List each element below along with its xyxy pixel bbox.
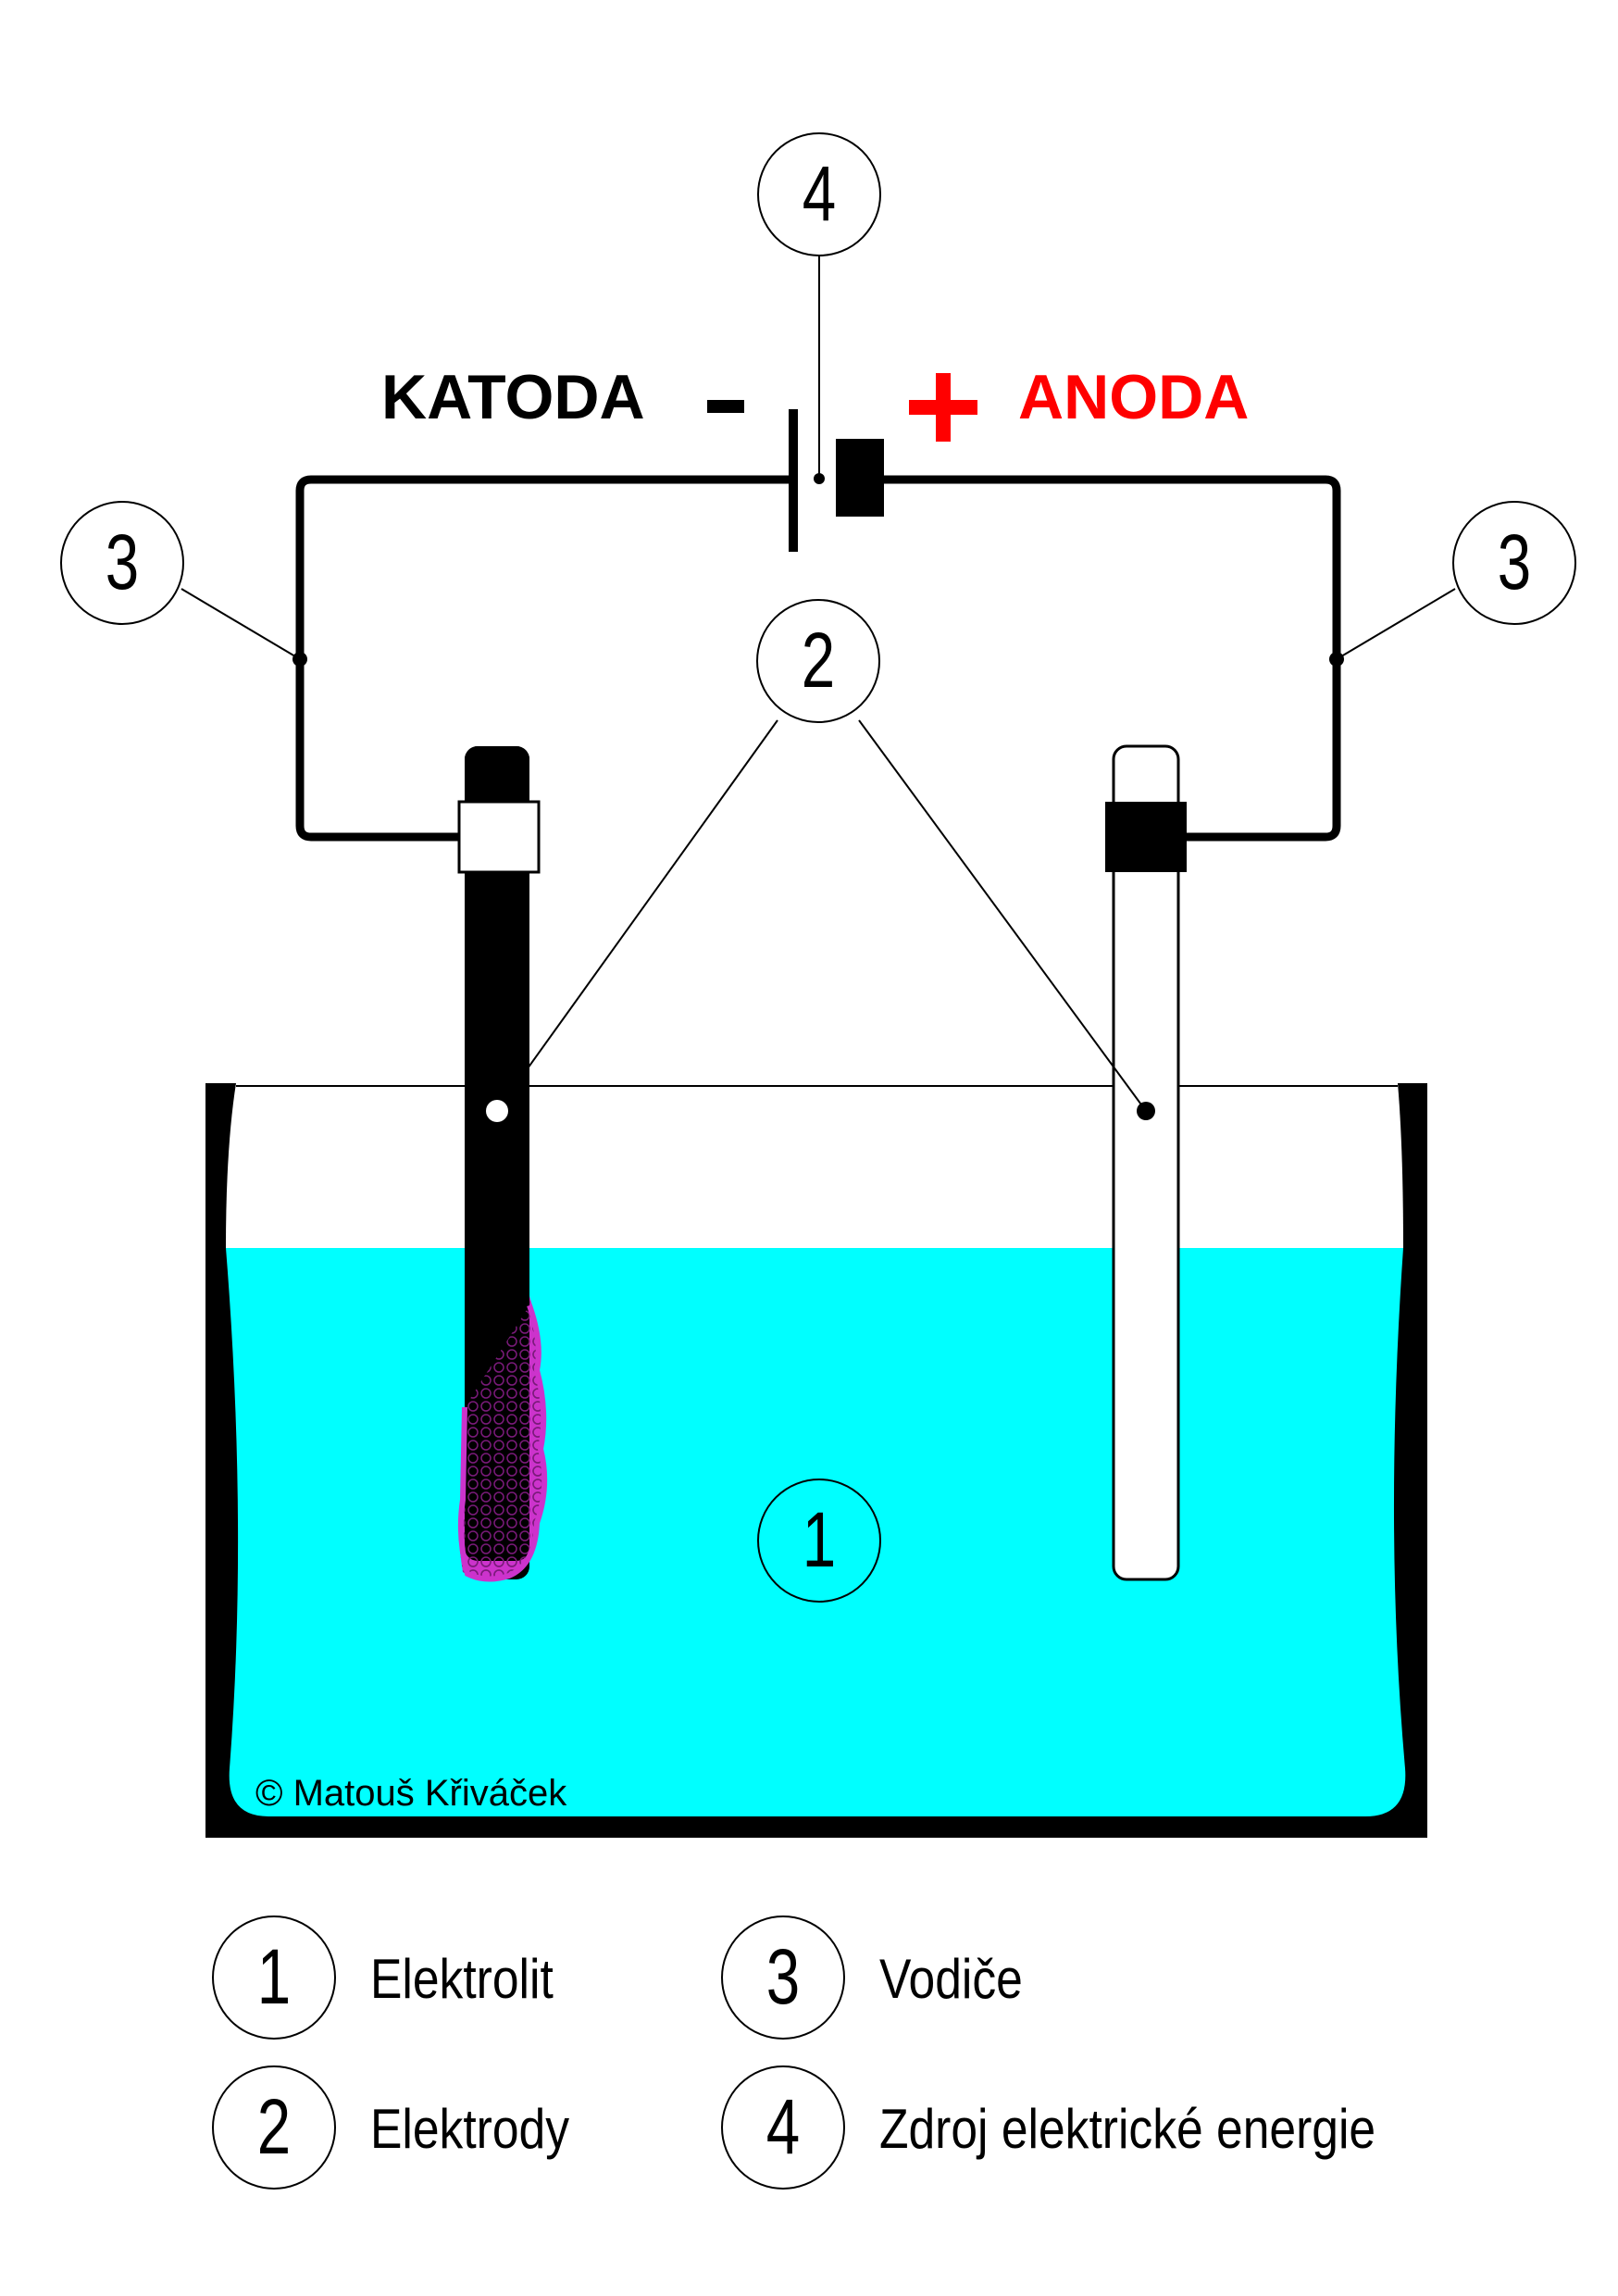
dot-source (814, 473, 825, 484)
callout-3-left: 3 (60, 501, 184, 625)
cathode-electrode (457, 746, 548, 1582)
battery-negative-plate (789, 409, 798, 552)
dot-wire-left (292, 652, 307, 667)
anode-rod (1112, 744, 1180, 1581)
anode-electrode (1105, 744, 1187, 1581)
callout-4: 4 (757, 132, 881, 256)
cathode-clamp (457, 800, 541, 874)
legend-text: Elektrolit (370, 1947, 554, 2010)
battery (789, 409, 884, 552)
leader-lines (180, 256, 1456, 1112)
cathode-deposit-edge (457, 1304, 548, 1582)
battery-positive-plate (836, 439, 884, 517)
legend-item-1: 1 Elektrolit (212, 1915, 554, 2040)
leader-2-right (858, 719, 1147, 1112)
legend-number: 1 (257, 1933, 291, 2020)
anode-label: ANODA (1018, 362, 1249, 432)
legend-text: Zdroj elektrické energie (879, 2097, 1375, 2160)
wire-left (295, 475, 791, 842)
leader-2-left (496, 719, 778, 1112)
legend-item-4: 4 Zdroj elektrické energie (721, 2065, 1375, 2190)
callout-1: 1 (757, 1479, 881, 1603)
beaker-inner-air (226, 1083, 1403, 1248)
legend: 1 Elektrolit 2 Elektrody 3 Vodiče 4 Zdro… (212, 1915, 1375, 2190)
cathode-label: KATODA (381, 362, 645, 432)
callout-3-right-number: 3 (1498, 518, 1531, 605)
legend-number: 4 (766, 2083, 800, 2170)
beaker (205, 1083, 1427, 1838)
legend-number: 2 (257, 2083, 291, 2170)
leader-3-left (180, 588, 301, 660)
callout-3-right: 3 (1452, 501, 1576, 625)
leader-3-right (1336, 588, 1456, 660)
callout-3-left-number: 3 (106, 518, 139, 605)
callout-2: 2 (756, 599, 880, 723)
legend-item-3: 3 Vodiče (721, 1915, 1023, 2040)
callout-2-number: 2 (802, 617, 835, 704)
dot-cathode (486, 1100, 508, 1122)
callout-4-number: 4 (803, 150, 836, 237)
minus-sign (707, 400, 744, 413)
legend-item-2: 2 Elektrody (212, 2065, 569, 2190)
leader-dots (292, 473, 1344, 1122)
copyright-text: © Matouš Křiváček (255, 1773, 567, 1814)
legend-text: Vodiče (879, 1947, 1023, 2010)
dot-wire-right (1329, 652, 1344, 667)
callout-1-number: 1 (803, 1496, 836, 1583)
anode-clamp (1105, 802, 1187, 872)
legend-number: 3 (766, 1933, 800, 2020)
plus-sign (909, 373, 977, 442)
dot-anode (1137, 1102, 1155, 1120)
legend-text: Elektrody (370, 2097, 569, 2160)
wire-right (881, 475, 1341, 842)
